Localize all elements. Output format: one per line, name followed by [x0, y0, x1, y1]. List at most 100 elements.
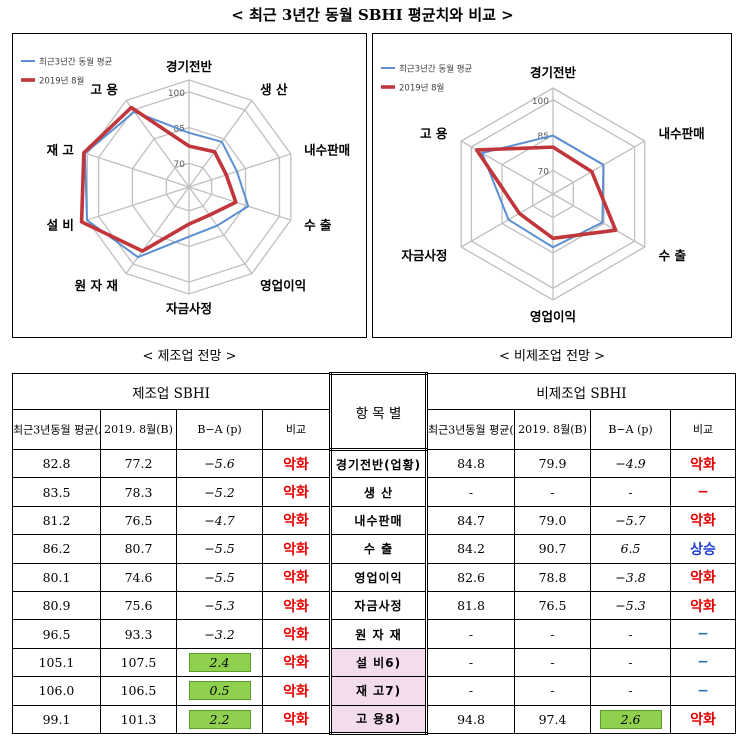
table-row: 106.0 106.5 0.5 악화 재 고7) - - - − — [12, 676, 737, 706]
mfg-compare-cell: 악화 — [261, 562, 332, 592]
mfg-current-cell: 80.7 — [100, 534, 177, 564]
mfg-compare-cell: 악화 — [261, 534, 332, 564]
radar-axis-label: 고 용 — [91, 82, 119, 97]
nonmfg-compare-cell: 악화 — [670, 562, 737, 592]
radar-spoke — [552, 140, 646, 195]
radar-axis-label: 내수판매 — [304, 143, 350, 158]
nonmfg-current-cell: 90.7 — [514, 534, 592, 564]
col-avg-header: 최근3년동월 평균(A)4) — [12, 409, 101, 450]
mfg-avg-cell: 99.1 — [12, 704, 101, 734]
nonmfg-compare-cell: − — [670, 676, 737, 706]
mfg-diff-cell: −4.7 — [176, 505, 263, 536]
radar-axis-label: 생 산 — [260, 82, 288, 97]
highlight-value: 2.4 — [188, 652, 251, 672]
mfg-diff-cell: 2.4 — [176, 647, 263, 678]
item-cell: 영업이익 — [329, 562, 429, 592]
table-row: 80.1 74.6 −5.5 악화 영업이익 82.6 78.8 −3.8 악화 — [12, 562, 737, 592]
nonmfg-avg-cell: - — [426, 676, 516, 706]
highlight-value: 2.2 — [188, 709, 251, 729]
item-cell: 수 출 — [329, 534, 429, 564]
nonmfg-compare-cell: 악화 — [670, 505, 737, 536]
radar-tick-label: 70 — [174, 160, 186, 170]
radar-spoke — [552, 193, 646, 248]
nonmfg-current-cell: - — [514, 676, 592, 706]
table-row: 105.1 107.5 2.4 악화 설 비6) - - - − — [12, 647, 737, 678]
mfg-compare-cell: 악화 — [261, 590, 332, 621]
nonmfg-diff-cell: - — [590, 477, 672, 507]
nonmfg-current-cell: 79.9 — [514, 448, 592, 479]
radar-spoke — [188, 100, 253, 188]
nonmfg-avg-cell: 82.6 — [426, 562, 516, 592]
radar-axis-label: 수 출 — [659, 248, 687, 263]
nonmfg-diff-cell: −3.8 — [590, 562, 672, 592]
radar-axis-label: 고 용 — [420, 126, 448, 141]
mfg-diff-cell: −5.5 — [176, 534, 263, 564]
mfg-compare-cell: 악화 — [261, 647, 332, 678]
radar-spoke — [188, 186, 291, 221]
mfg-compare-cell: 악화 — [261, 448, 332, 479]
nonmfg-compare-cell: − — [670, 477, 737, 507]
mfg-avg-cell: 105.1 — [12, 647, 101, 678]
nonmfg-diff-cell: - — [590, 676, 672, 706]
radar-series-average — [83, 110, 250, 259]
mfg-diff-cell: −3.2 — [176, 619, 263, 649]
radar-tick-label: 70 — [538, 167, 550, 177]
nonmfg-avg-cell: - — [426, 647, 516, 678]
nonmfg-diff-cell: −5.7 — [590, 505, 672, 536]
nonmfg-avg-cell: 81.8 — [426, 590, 516, 621]
mfg-diff-cell: 0.5 — [176, 676, 263, 706]
nonmfg-compare-cell: 악화 — [670, 448, 737, 479]
radar-axis-label: 자금사정 — [166, 301, 212, 316]
mfg-current-cell: 101.3 — [100, 704, 177, 734]
mfg-current-cell: 93.3 — [100, 619, 177, 649]
nonmfg-current-cell: 78.8 — [514, 562, 592, 592]
sbhi-comparison-table: 제조업 SBHI 항 목 별 비제조업 SBHI 최근3년동월 평균(A)4) … — [11, 372, 737, 735]
nonmfg-diff-cell: 6.5 — [590, 534, 672, 564]
nonmfg-avg-cell: - — [426, 619, 516, 649]
col-avg-label: 최근3년동월 평균(A) — [428, 423, 514, 437]
nonmfg-compare-cell: 악화 — [670, 590, 737, 621]
item-cell: 자금사정 — [329, 590, 429, 621]
table-row: 81.2 76.5 −4.7 악화 내수판매 84.7 79.0 −5.7 악화 — [12, 505, 737, 536]
radar-series-current — [474, 145, 618, 241]
nonmfg-compare-cell: 악화 — [670, 704, 737, 734]
nonmfg-avg-cell: - — [426, 477, 516, 507]
nonmfg-avg-cell: 84.7 — [426, 505, 516, 536]
table-row: 82.8 77.2 −5.6 악화 경기전반(업황) 84.8 79.9 −4.9 악화 — [12, 448, 737, 479]
legend-label: 최근3년간 동월 평균 — [39, 57, 113, 68]
mfg-current-cell: 106.5 — [100, 676, 177, 706]
col-cur-header: 2019. 8월(B) — [100, 409, 177, 450]
mfg-avg-cell: 96.5 — [12, 619, 101, 649]
radar-tick-label: 100 — [532, 97, 549, 107]
mfg-avg-cell: 83.5 — [12, 477, 101, 507]
nonmfg-current-cell: 97.4 — [514, 704, 592, 734]
radar-axis-label: 수 출 — [304, 217, 332, 232]
radar-spoke — [125, 186, 190, 274]
mfg-avg-cell: 86.2 — [12, 534, 101, 564]
nonmanufacturing-radar-chart: 70 85 100 경기전반 내수판매 수 출 영업이익 자금사정 고 용 최근3년간 동월 평균… — [372, 33, 732, 338]
highlight-value: 2.6 — [599, 709, 662, 729]
mfg-compare-cell: 악화 — [261, 704, 332, 734]
legend-label: 2019년 8월 — [39, 76, 84, 87]
radar-axis-label: 영업이익 — [260, 278, 306, 293]
nonmfg-compare-cell: − — [670, 619, 737, 649]
mfg-diff-cell: −5.3 — [176, 590, 263, 621]
radar-tick-label: 100 — [168, 89, 185, 99]
nonmanufacturing-caption: < 비제조업 전망 > — [499, 349, 605, 364]
col-avg-label: 최근3년동월 평균(A) — [13, 423, 100, 437]
nonmfg-avg-cell: 84.8 — [426, 448, 516, 479]
radar-spoke — [125, 100, 190, 188]
mfg-compare-cell: 악화 — [261, 619, 332, 649]
radar-axis-label: 설 비 — [47, 217, 74, 232]
nonmfg-compare-cell: − — [670, 647, 737, 678]
radar-axis-label: 자금사정 — [401, 248, 447, 263]
nonmfg-current-cell: - — [514, 477, 592, 507]
page-title: < 최근 3년간 동월 SBHI 평균치와 비교 > — [231, 6, 514, 24]
radar-spoke — [188, 186, 253, 274]
radar-axis-label: 원 자 재 — [75, 278, 118, 293]
col-cur-header: 2019. 8월(B) — [514, 409, 592, 450]
radar-spoke — [460, 193, 554, 248]
item-cell: 경기전반(업황) — [329, 448, 429, 479]
